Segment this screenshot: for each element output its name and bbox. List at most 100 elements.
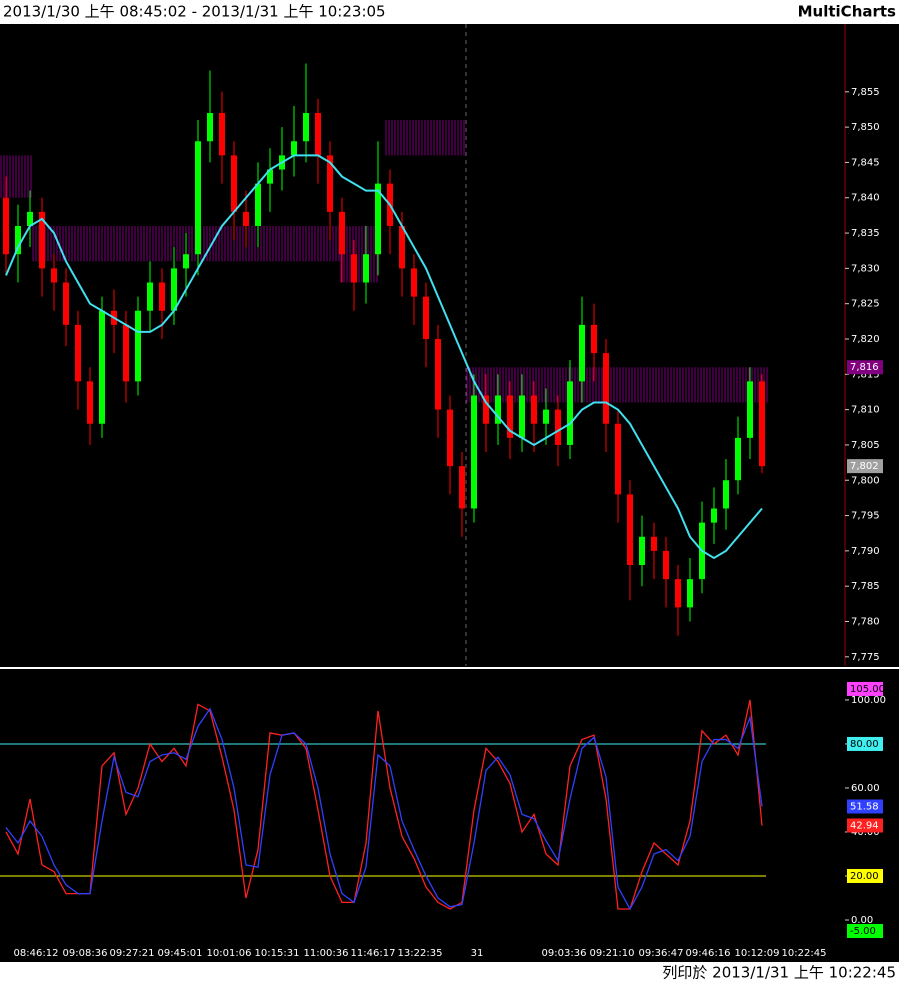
- x-tick-label: 11:46:17: [351, 948, 396, 959]
- level-label: 80.00: [850, 739, 879, 750]
- x-tick-label: 09:08:36: [63, 948, 108, 959]
- candle-body: [519, 395, 525, 438]
- value-marker: [847, 818, 883, 833]
- value-marker: [847, 799, 883, 814]
- candle-body: [39, 211, 45, 269]
- y-tick-label: 7,785: [851, 581, 880, 592]
- candle-body: [543, 409, 549, 424]
- y-tick-label: 0.00: [851, 915, 873, 926]
- candle-body: [435, 338, 441, 410]
- footer-bar: [0, 962, 899, 984]
- candle-body: [531, 395, 537, 424]
- footer-text: 列印於 2013/1/31 上午 10:22:45: [662, 964, 896, 982]
- price-marker: [847, 360, 883, 375]
- candle-body: [579, 324, 585, 382]
- x-tick-label: 09:36:47: [639, 948, 684, 959]
- candle-body: [399, 225, 405, 269]
- candle-body: [675, 579, 681, 608]
- candle-body: [75, 324, 81, 382]
- y-tick-label: 100.00: [851, 695, 886, 706]
- x-tick-label: 09:03:36: [542, 948, 587, 959]
- candle-body: [375, 183, 381, 255]
- candle-body: [15, 225, 21, 255]
- candle-body: [423, 296, 429, 339]
- candle-body: [231, 155, 237, 212]
- x-tick-label: 09:27:21: [110, 948, 155, 959]
- y-tick-label: 7,845: [851, 157, 880, 168]
- candle-body: [351, 254, 357, 283]
- y-tick-label: 7,840: [851, 193, 880, 204]
- candle-body: [483, 395, 489, 424]
- candle-body: [663, 550, 669, 580]
- x-tick-label: 08:46:12: [14, 948, 59, 959]
- x-tick-label: 09:45:01: [158, 948, 203, 959]
- candle-body: [495, 395, 501, 424]
- level-marker: [847, 736, 883, 751]
- signal-label: 105.00: [850, 684, 885, 695]
- value-marker-label: 42.94: [850, 821, 879, 832]
- signal-label: -5.00: [850, 926, 876, 937]
- price-marker: [847, 459, 883, 474]
- candle-body: [315, 112, 321, 156]
- header-bar: [0, 0, 899, 24]
- candle-body: [639, 536, 645, 566]
- oscillator-line: [5, 707, 763, 911]
- candle-body: [219, 112, 225, 156]
- price-marker-label: 7,816: [850, 362, 879, 373]
- candle-body: [591, 324, 597, 354]
- candle-body: [687, 579, 693, 608]
- candle-body: [303, 112, 309, 142]
- level-label: 20.00: [850, 871, 879, 882]
- candle-body: [471, 395, 477, 509]
- candle-body: [411, 268, 417, 297]
- candle-body: [291, 141, 297, 156]
- candle-body: [267, 169, 273, 184]
- candle-body: [183, 254, 189, 269]
- header-brand: MultiCharts: [798, 3, 896, 21]
- y-tick-label: 7,805: [851, 440, 880, 451]
- y-tick-label: 7,810: [851, 405, 880, 416]
- candle-body: [27, 211, 33, 226]
- candle-body: [207, 112, 213, 142]
- x-tick-label: 10:15:31: [255, 948, 300, 959]
- candle-body: [135, 310, 141, 382]
- x-tick-label: 13:22:35: [398, 948, 443, 959]
- candle-body: [723, 480, 729, 509]
- x-tick-label: 10:12:09: [735, 948, 780, 959]
- candle-body: [147, 282, 153, 311]
- candle-body: [747, 381, 753, 438]
- candle-body: [735, 437, 741, 481]
- level-marker: [847, 868, 883, 883]
- candle-body: [603, 353, 609, 424]
- candle-body: [447, 409, 453, 467]
- y-tick-label: 7,855: [851, 87, 880, 98]
- value-marker-label: 51.58: [850, 801, 879, 812]
- signal-marker: [847, 923, 883, 938]
- x-tick-label: 10:01:06: [207, 948, 252, 959]
- y-tick-label: 7,780: [851, 617, 880, 628]
- candle-body: [159, 282, 165, 311]
- y-tick-label: 7,790: [851, 546, 880, 557]
- y-tick-label: 7,820: [851, 334, 880, 345]
- x-tick-label: 09:46:16: [686, 948, 731, 959]
- candle-body: [243, 211, 249, 226]
- x-tick-label: 31: [471, 948, 484, 959]
- candle-body: [507, 395, 513, 438]
- candle-body: [627, 494, 633, 566]
- candle-body: [327, 155, 333, 212]
- signal-marker: [847, 681, 883, 696]
- x-tick-label: 09:21:10: [590, 948, 635, 959]
- x-tick-label: 10:22:45: [782, 948, 827, 959]
- y-tick-label: 60.00: [851, 783, 880, 794]
- price-marker-label: 7,802: [850, 461, 879, 472]
- y-tick-label: 7,830: [851, 263, 880, 274]
- candle-body: [459, 466, 465, 509]
- candle-body: [3, 197, 9, 255]
- candle-body: [759, 381, 765, 467]
- candle-body: [711, 508, 717, 523]
- oscillator-line: [5, 699, 763, 910]
- candle-body: [195, 141, 201, 255]
- y-tick-label: 7,800: [851, 475, 880, 486]
